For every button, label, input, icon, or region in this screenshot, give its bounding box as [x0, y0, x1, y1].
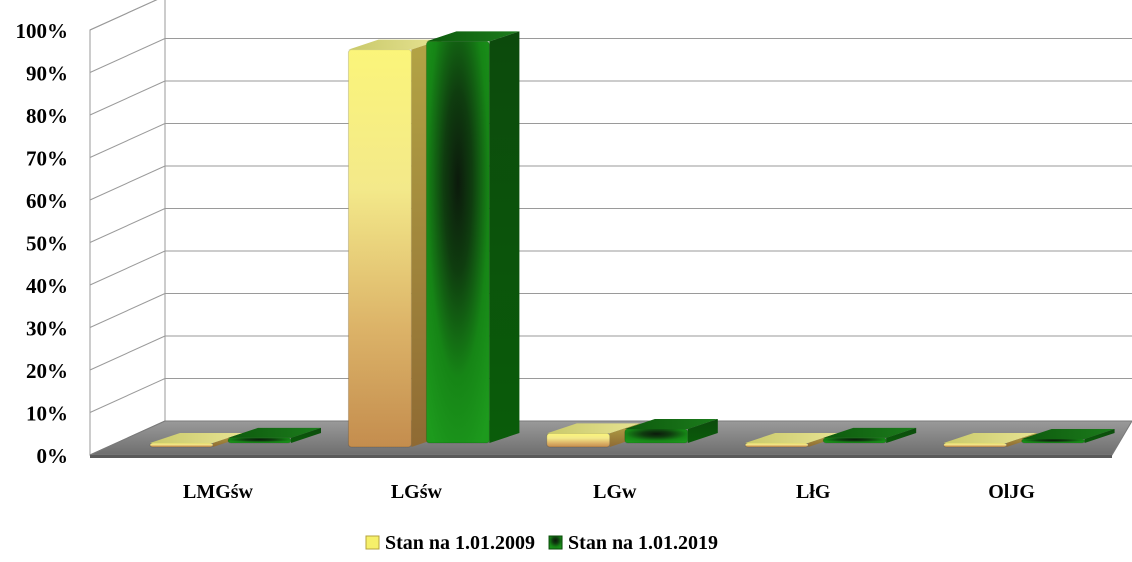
gridline-diagonal [89, 250, 166, 286]
x-tick-label: LGśw [391, 481, 443, 503]
legend-label: Stan na 1.01.2019 [568, 532, 718, 554]
gridline-diagonal [89, 0, 158, 31]
bar-lg-w-series-2-front [425, 40, 490, 444]
gridline-diagonal [89, 38, 166, 73]
x-axis: LMGśw LGśw LGw LłG OlJG [183, 481, 1035, 503]
floor-edge [90, 455, 1112, 458]
bar-lmg-w-series-1-top [150, 433, 243, 443]
gridline-diagonal [89, 378, 166, 413]
y-axis: 0% 10% 20% 30% 40% 50% 60% 70% 80% 90% 100% [16, 19, 69, 468]
bar-oljg-series-1-front [943, 442, 1008, 448]
y-tick-label: 0% [37, 444, 69, 468]
bar-lg-w-series-2-top [426, 31, 520, 42]
gridline-diagonal [89, 208, 166, 243]
legend: Stan na 1.01.2009 Stan na 1.01.2019 [365, 532, 718, 554]
x-tick-label: LGw [593, 481, 637, 503]
bar-lmg-w-series-2-side [291, 427, 321, 443]
bar-lgw-series-2-side [687, 418, 718, 443]
bar-lg-w-series-1-front [347, 49, 412, 448]
y-tick-label: 60% [26, 189, 68, 213]
bar-lgw-series-2 [624, 418, 718, 444]
y-tick-label: 40% [26, 274, 68, 298]
bar-lmg-w-series-2-top [228, 427, 321, 438]
bars [149, 31, 1115, 448]
bar-l-g-series-2-top [823, 427, 917, 438]
bar-lg-w-series-2-side [489, 31, 520, 443]
legend-swatch [548, 535, 563, 550]
y-tick-label: 90% [26, 62, 68, 86]
y-tick-label: 30% [26, 317, 68, 341]
bar-l-g-series-2-side [886, 427, 917, 443]
x-tick-label: OlJG [988, 481, 1035, 503]
bar-oljg-series-1-top [943, 433, 1037, 443]
bar-lgw-series-2-front [624, 428, 689, 444]
gridline-diagonal [89, 165, 166, 201]
legend-label: Stan na 1.01.2009 [385, 532, 535, 554]
bar-lgw-series-1-top [546, 423, 640, 434]
gridline-diagonal [89, 123, 166, 158]
chart-walls [89, 0, 166, 456]
legend-item: Stan na 1.01.2009 [365, 532, 535, 554]
y-tick-label: 10% [26, 402, 68, 426]
gridline-diagonal [89, 293, 166, 328]
x-tick-label: LłG [796, 481, 831, 503]
bar-l-g-series-2 [822, 427, 917, 444]
bar-oljg-series-2 [1021, 429, 1115, 444]
bar-oljg-series-2-front [1021, 438, 1086, 444]
bar-lmg-w-series-2-front [227, 437, 292, 444]
y-tick-label: 80% [26, 104, 68, 128]
bar-lmg-w-series-2 [227, 427, 321, 444]
bar-oljg-series-2-side [1084, 429, 1115, 443]
gridline-diagonal [89, 335, 166, 371]
y-tick-label: 70% [26, 147, 68, 171]
bar-l-g-series-1-top [745, 433, 839, 443]
gridlines [89, 0, 1132, 456]
legend-item: Stan na 1.01.2019 [548, 532, 718, 554]
bar-l-g-series-2-front [822, 437, 887, 444]
bar-l-g-series-1-front [744, 442, 809, 448]
bar-lgw-series-1-front [546, 432, 611, 448]
legend-swatch [365, 535, 380, 550]
bar-lmg-w-series-1-front [149, 442, 214, 448]
bar-lg-w-series-1-top [348, 39, 442, 50]
bar-lgw-series-2-top [624, 418, 718, 429]
bar-lg-w-series-2 [425, 31, 520, 444]
x-tick-label: LMGśw [183, 481, 254, 503]
y-tick-label: 50% [26, 232, 68, 256]
y-tick-label: 20% [26, 359, 68, 383]
y-tick-label: 100% [16, 19, 69, 43]
side-wall [89, 0, 166, 456]
bar-lmg-w-series-1 [149, 433, 243, 448]
bar-oljg-series-2-top [1021, 429, 1115, 439]
gridline-diagonal [89, 80, 166, 116]
